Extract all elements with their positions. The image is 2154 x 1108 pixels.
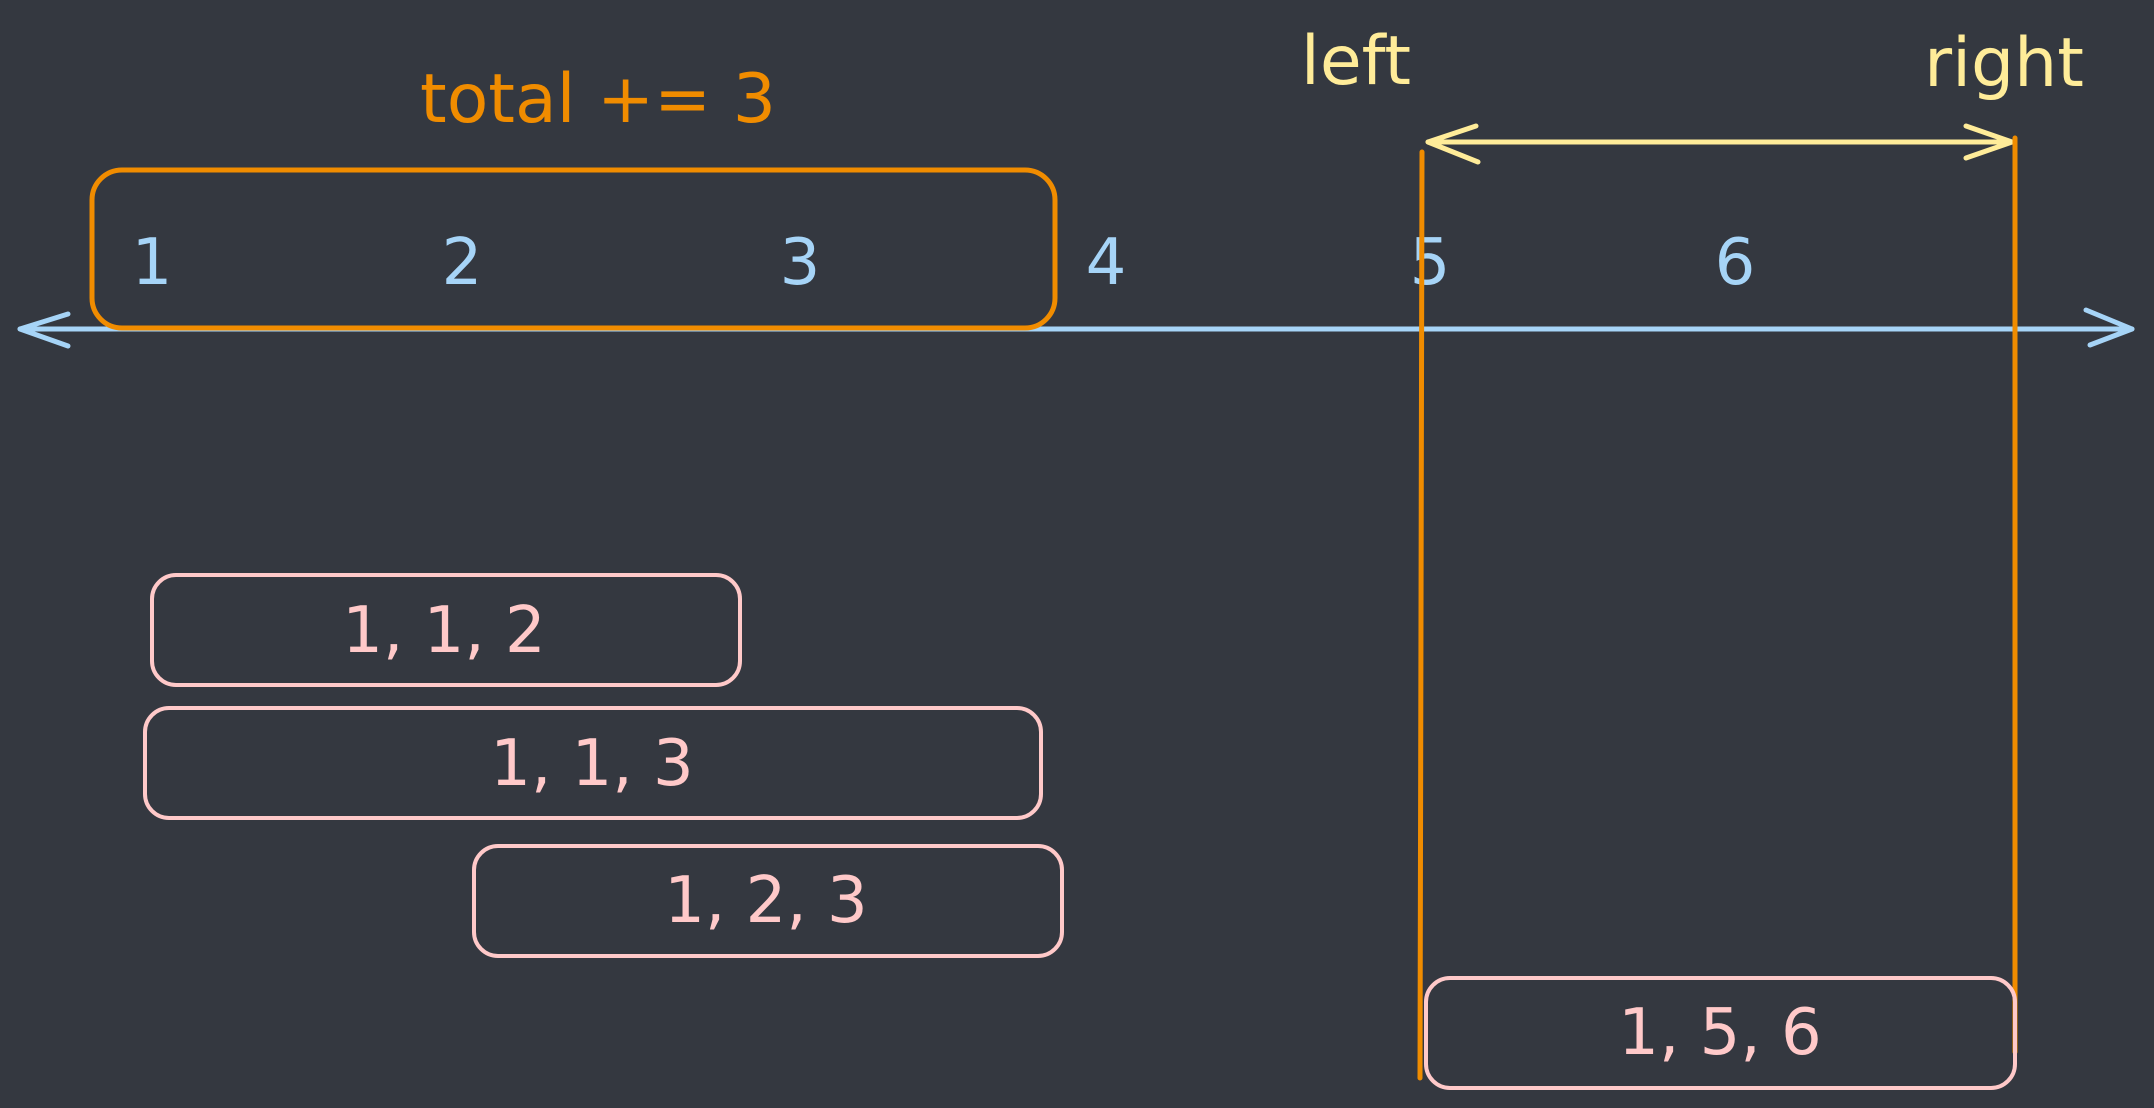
combination-label-2: 1, 1, 3	[490, 727, 694, 801]
pointer-range-right-arrowhead	[1963, 123, 2015, 161]
number-labels: 1 2 3 4 5 6	[132, 226, 1756, 300]
combination-boxes	[143, 573, 2017, 1090]
combination-box-2	[143, 706, 1043, 820]
pointer-lines	[1417, 135, 2018, 1081]
number-line-left-arrowhead	[17, 311, 71, 349]
combination-labels: 1, 1, 2 1, 1, 3 1, 2, 3 1, 5, 6	[342, 594, 1822, 1070]
number-3: 3	[780, 226, 821, 300]
left-pointer-line	[1417, 149, 1425, 1081]
pointer-range-arrow	[1425, 123, 2015, 165]
right-pointer-label: right	[1924, 24, 2084, 103]
pointer-range-left-arrowhead	[1425, 123, 1481, 165]
total-label: total += 3	[420, 60, 776, 139]
left-pointer-label: left	[1301, 22, 1411, 101]
number-1: 1	[132, 226, 173, 300]
number-2: 2	[442, 226, 483, 300]
combination-label-4: 1, 5, 6	[1618, 996, 1822, 1070]
window-box	[89, 167, 1058, 331]
combination-box-1	[150, 573, 742, 687]
combination-label-1: 1, 1, 2	[342, 594, 546, 668]
combination-label-3: 1, 2, 3	[664, 864, 868, 938]
number-4: 4	[1086, 226, 1127, 300]
number-5: 5	[1410, 226, 1451, 300]
combination-box-3	[472, 844, 1064, 958]
number-line-right-arrowhead	[2083, 307, 2135, 348]
number-6: 6	[1715, 226, 1756, 300]
combination-box-4	[1424, 976, 2017, 1090]
